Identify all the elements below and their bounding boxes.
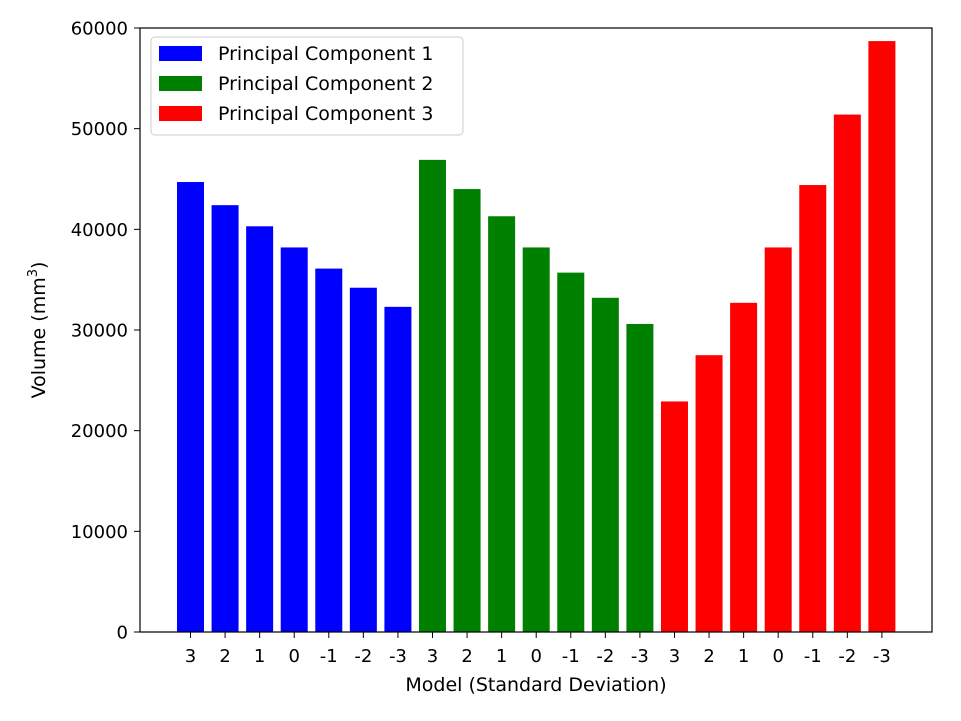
y-axis-label-superscript: 3 <box>26 269 41 277</box>
legend-label-pc2: Principal Component 2 <box>218 73 433 95</box>
bar-pc3-sd-3 <box>660 401 688 632</box>
y-axis: 0 10000 20000 30000 40000 50000 60000 <box>71 19 140 644</box>
x-tick-label: 3 <box>185 646 196 667</box>
bar-pc3-sd-0 <box>764 247 792 632</box>
bar-pc2-sd--1 <box>557 272 585 632</box>
x-tick-label: 0 <box>288 646 299 667</box>
x-tick-label: 2 <box>703 646 714 667</box>
x-tick-label: -2 <box>838 646 856 667</box>
bar-pc2-sd-3 <box>418 159 446 632</box>
bar-pc3-sd--3 <box>868 41 896 632</box>
y-tick-label: 20000 <box>71 421 128 442</box>
bar-pc1-sd-2 <box>211 205 239 633</box>
bar-pc1-sd-3 <box>177 182 204 632</box>
bar-pc2-sd--2 <box>591 297 619 632</box>
y-tick-label: 50000 <box>71 119 128 140</box>
legend-box <box>150 36 464 136</box>
legend-swatch-pc1 <box>159 46 202 61</box>
x-tick-label: 2 <box>461 646 472 667</box>
x-tick-label: 1 <box>738 646 749 667</box>
bar-pc1-sd--3 <box>384 306 412 632</box>
x-tick-label: -1 <box>320 646 338 667</box>
x-tick-label: -3 <box>389 646 407 667</box>
x-tick-label: -1 <box>562 646 580 667</box>
legend-label-pc1: Principal Component 1 <box>218 43 433 65</box>
y-tick-label: 60000 <box>71 19 128 40</box>
x-axis: 3 2 1 0 -1 -2 -3 3 2 1 0 -1 -2 -3 3 2 1 0 -1 -2 -3 <box>185 632 891 667</box>
bar-pc3-sd-2 <box>695 355 723 632</box>
bar-pc3-sd--1 <box>799 185 827 633</box>
x-tick-label: 2 <box>219 646 230 667</box>
bar-pc2-sd-0 <box>522 247 550 632</box>
bar-pc3-sd--2 <box>833 114 861 632</box>
bar-pc2-sd-2 <box>453 189 481 632</box>
x-tick-label: 3 <box>669 646 680 667</box>
y-tick-label: 40000 <box>71 220 128 241</box>
y-axis-label-main: Volume (mm <box>28 277 50 398</box>
x-tick-label: -2 <box>354 646 372 667</box>
x-tick-label: 1 <box>496 646 507 667</box>
bar-pc1-sd-1 <box>246 226 274 632</box>
legend-swatch-pc3 <box>159 106 202 121</box>
y-axis-label: Volume (mm3) <box>26 262 50 399</box>
bar-pc3-sd-1 <box>730 302 758 632</box>
y-tick-label: 30000 <box>71 321 128 342</box>
x-tick-label: -3 <box>631 646 649 667</box>
y-tick-label: 0 <box>117 623 128 644</box>
legend-label-pc3: Principal Component 3 <box>218 103 433 125</box>
x-tick-label: -1 <box>804 646 822 667</box>
x-tick-label: 0 <box>530 646 541 667</box>
x-tick-label: 3 <box>427 646 438 667</box>
legend: Principal Component 1 Principal Component… <box>150 36 464 136</box>
x-tick-label: 1 <box>254 646 265 667</box>
y-axis-label-close: ) <box>28 262 50 269</box>
x-axis-label: Model (Standard Deviation) <box>405 674 666 696</box>
legend-swatch-pc2 <box>159 76 202 91</box>
x-tick-label: -2 <box>596 646 614 667</box>
bar-pc2-sd-1 <box>488 216 516 632</box>
bar-pc1-sd--2 <box>349 287 377 632</box>
x-tick-label: -3 <box>873 646 891 667</box>
bar-pc1-sd--1 <box>315 268 343 632</box>
y-tick-label: 10000 <box>71 522 128 543</box>
x-tick-label: 0 <box>772 646 783 667</box>
bar-pc2-sd--3 <box>626 323 654 632</box>
bar-pc1-sd-0 <box>280 247 308 632</box>
bars-group <box>177 41 896 633</box>
